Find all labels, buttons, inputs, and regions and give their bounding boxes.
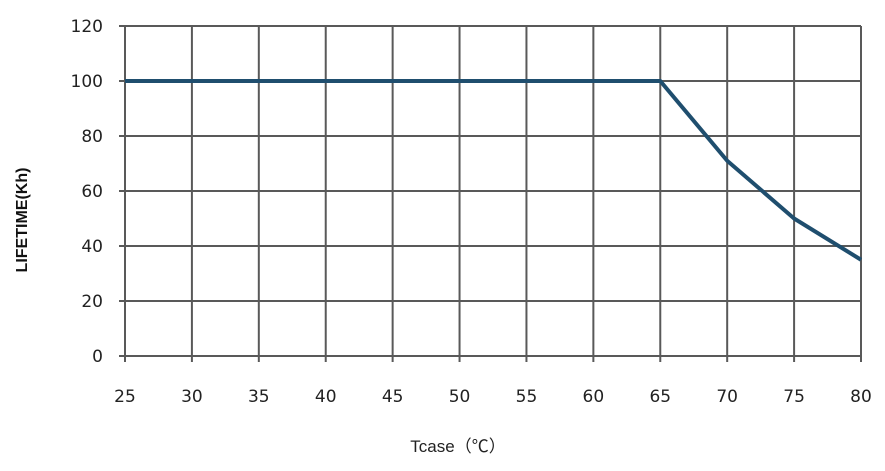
x-tick-label: 75: [783, 387, 805, 407]
x-tick-label: 45: [382, 387, 404, 407]
x-tick-label: 25: [114, 387, 136, 407]
y-tick-label: 40: [81, 237, 103, 257]
x-tick-label: 35: [248, 387, 270, 407]
lifetime-line: [125, 79, 863, 262]
y-tick-label: 20: [81, 292, 103, 312]
x-tick-label: 55: [516, 387, 538, 407]
x-tick-label: 60: [583, 387, 605, 407]
tick-labels: 25 30 35 40 45 50 55 60 65 70 75 80 0 20 40 60 80 100 120: [71, 17, 872, 407]
y-tick-label: 60: [81, 182, 103, 202]
series: [125, 79, 863, 262]
x-tick-label: 30: [181, 387, 203, 407]
y-tick-label: 0: [92, 347, 103, 367]
grid: [119, 25, 862, 362]
x-tick-label: 50: [449, 387, 471, 407]
y-tick-label: 80: [81, 127, 103, 147]
x-tick-label: 80: [850, 387, 872, 407]
x-tick-label: 65: [649, 387, 671, 407]
x-tick-label: 70: [716, 387, 738, 407]
y-tick-label: 100: [71, 72, 103, 92]
y-axis-label: LIFETIME(Kh): [14, 168, 31, 273]
x-axis-label: Tcase（℃）: [410, 437, 505, 456]
y-tick-label: 120: [71, 17, 103, 37]
x-tick-label: 40: [315, 387, 337, 407]
